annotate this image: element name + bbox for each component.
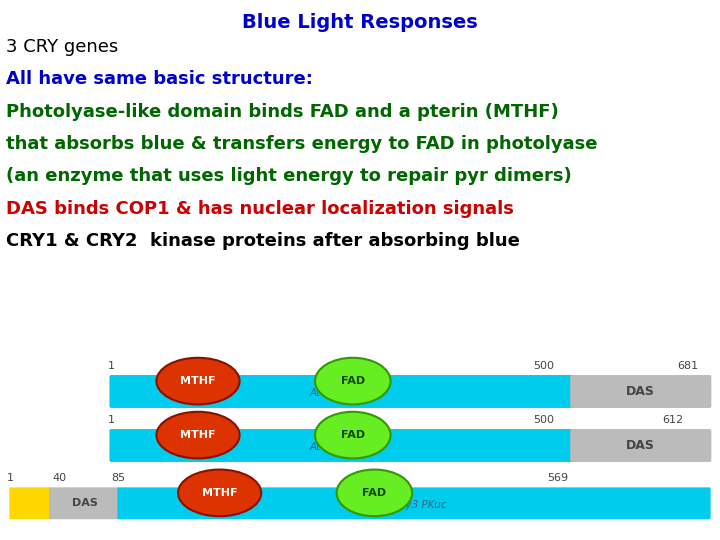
Ellipse shape — [315, 412, 391, 458]
FancyBboxPatch shape — [109, 375, 575, 408]
Text: FAD: FAD — [341, 430, 365, 440]
Text: DAS: DAS — [72, 498, 97, 508]
Text: DAS: DAS — [626, 385, 655, 398]
Text: 569: 569 — [547, 473, 569, 483]
Text: 681: 681 — [677, 361, 698, 372]
Text: that absorbs blue & transfers energy to FAD in photolyase: that absorbs blue & transfers energy to … — [6, 135, 598, 153]
Text: 3 CRY genes: 3 CRY genes — [6, 38, 118, 56]
Text: 40: 40 — [52, 473, 66, 483]
FancyBboxPatch shape — [9, 487, 52, 519]
Text: 1: 1 — [7, 473, 14, 483]
Text: At cry2 PKuc: At cry2 PKuc — [309, 442, 375, 452]
Text: 500: 500 — [533, 361, 554, 372]
Text: 85: 85 — [112, 473, 126, 483]
Text: CRY1 & CRY2  kinase proteins after absorbing blue: CRY1 & CRY2 kinase proteins after absorb… — [6, 232, 520, 250]
Text: All have same basic structure:: All have same basic structure: — [6, 70, 312, 88]
Text: At cry1 PKuc: At cry1 PKuc — [309, 388, 375, 398]
Text: 500: 500 — [533, 415, 554, 426]
Text: Photolyase-like domain binds FAD and a pterin (MTHF): Photolyase-like domain binds FAD and a p… — [6, 103, 559, 120]
Ellipse shape — [156, 412, 240, 458]
FancyBboxPatch shape — [570, 375, 711, 408]
Text: MTHF: MTHF — [180, 430, 216, 440]
Text: 612: 612 — [662, 415, 684, 426]
Text: DAS: DAS — [626, 439, 655, 452]
Text: FAD: FAD — [362, 488, 387, 498]
Ellipse shape — [178, 470, 261, 516]
FancyBboxPatch shape — [570, 429, 711, 462]
Text: (an enzyme that uses light energy to repair pyr dimers): (an enzyme that uses light energy to rep… — [6, 167, 572, 185]
Text: MTHF: MTHF — [202, 488, 238, 498]
FancyBboxPatch shape — [117, 487, 711, 519]
Ellipse shape — [315, 358, 391, 404]
FancyBboxPatch shape — [109, 429, 575, 462]
Ellipse shape — [337, 470, 413, 516]
Text: At cry3 PKuc: At cry3 PKuc — [381, 500, 447, 510]
Text: MTHF: MTHF — [180, 376, 216, 386]
Ellipse shape — [156, 358, 240, 404]
FancyBboxPatch shape — [49, 487, 120, 519]
Text: Blue Light Responses: Blue Light Responses — [242, 14, 478, 32]
Text: FAD: FAD — [341, 376, 365, 386]
Text: 1: 1 — [108, 361, 115, 372]
Text: DAS binds COP1 & has nuclear localization signals: DAS binds COP1 & has nuclear localizatio… — [6, 200, 513, 218]
Text: 1: 1 — [108, 415, 115, 426]
